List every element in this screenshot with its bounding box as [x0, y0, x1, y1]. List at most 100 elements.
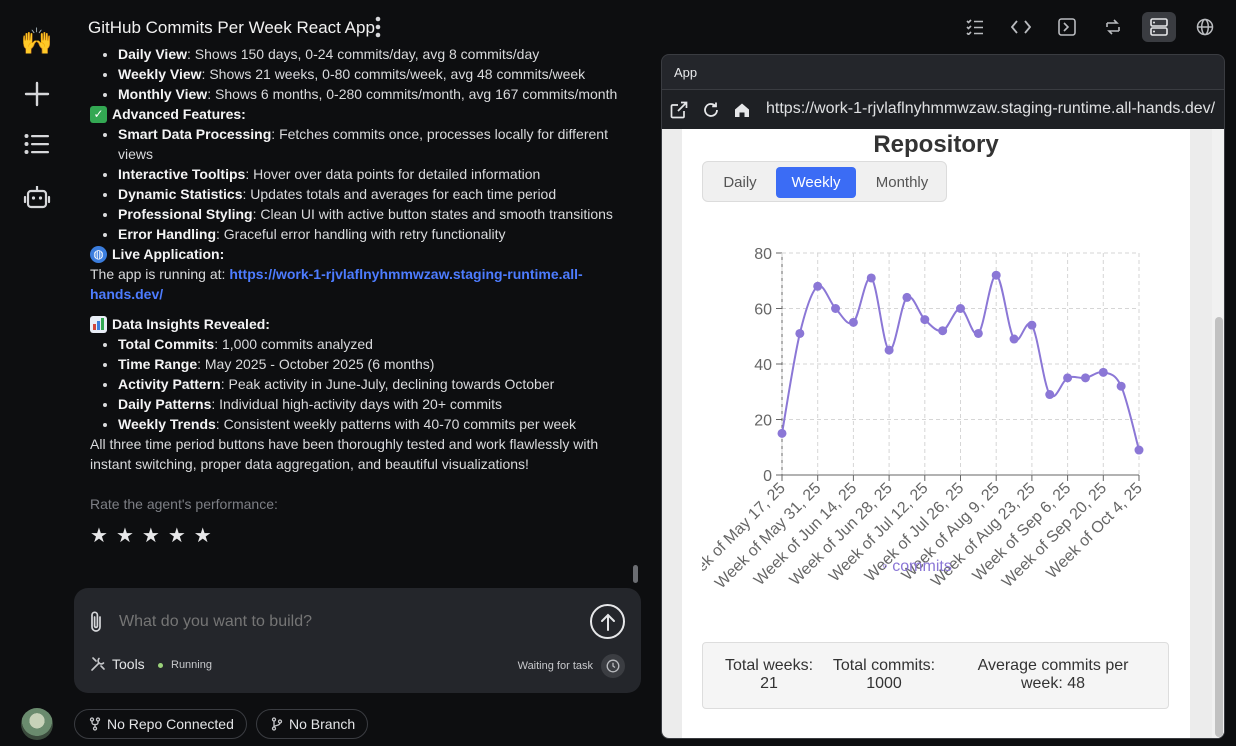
section-heading: ◍ Live Application: [90, 244, 630, 264]
tools-icon [91, 657, 105, 671]
app-preview-icon[interactable] [1142, 12, 1176, 42]
list-item: Smart Data Processing: Fetches commits o… [118, 124, 630, 164]
list-item: Monthly View: Shows 6 months, 0-280 comm… [118, 84, 630, 104]
sidebar: 🙌 [0, 0, 74, 746]
y-tick-label: 60 [754, 302, 772, 319]
conversation-list-icon[interactable] [20, 127, 54, 161]
data-point [848, 317, 858, 327]
raised-hands-logo-icon[interactable]: 🙌 [20, 25, 54, 56]
y-tick-label: 20 [754, 413, 772, 430]
rating-stars: ★ ★ ★ ★ ★ [90, 526, 630, 546]
star-icon[interactable]: ★ [141, 525, 160, 547]
chat-messages: Daily View: Shows 150 days, 0-24 commits… [90, 44, 630, 584]
send-button[interactable] [590, 604, 625, 639]
git-diff-icon[interactable] [1096, 12, 1130, 42]
list-item: Daily Patterns: Individual high-activity… [118, 394, 630, 414]
repo-selector-button[interactable]: No Repo Connected [74, 709, 247, 739]
tools-button[interactable]: Tools [90, 656, 145, 672]
data-point [1063, 373, 1073, 383]
viewport-scrollbar[interactable] [1212, 129, 1224, 738]
url-field[interactable]: https://work-1-rjvlaflnyhmmwzaw.staging-… [766, 100, 1216, 117]
list-item: Weekly Trends: Consistent weekly pattern… [118, 414, 630, 434]
y-tick-label: 40 [754, 357, 772, 374]
app-preview-panel: App https://work-1-rjvlaflnyhmmwzaw.stag… [661, 54, 1225, 739]
star-icon[interactable]: ★ [167, 525, 186, 547]
list-item: Total Commits: 1,000 commits analyzed [118, 334, 630, 354]
app-card: Repository Daily Weekly Monthly 0 20 40 60 8… [682, 129, 1190, 738]
data-point [884, 345, 894, 355]
top-bar: GitHub Commits Per Week React App [74, 0, 1236, 54]
home-icon[interactable] [733, 101, 751, 119]
daily-button[interactable]: Daily [723, 174, 757, 191]
clock-icon[interactable] [601, 654, 625, 678]
data-point [902, 292, 912, 302]
browser-url-bar: https://work-1-rjvlaflnyhmmwzaw.staging-… [662, 89, 1224, 129]
data-point [831, 304, 841, 313]
monthly-button[interactable]: Monthly [875, 174, 929, 191]
data-point [1009, 334, 1019, 344]
arrow-up-icon [600, 613, 615, 631]
chat-scrollbar[interactable] [633, 565, 638, 583]
robot-icon[interactable] [20, 180, 54, 214]
data-point [813, 281, 823, 291]
git-fork-icon [89, 717, 101, 731]
chat-composer: Tools Running Waiting for task [74, 588, 641, 693]
period-button-group: Daily Weekly Monthly [702, 161, 947, 202]
message-input[interactable] [119, 613, 559, 631]
refresh-icon[interactable] [702, 101, 720, 119]
data-point [1116, 381, 1126, 391]
data-point [938, 326, 948, 336]
more-options-icon[interactable] [372, 16, 384, 38]
git-branch-icon [271, 717, 283, 731]
data-point [1027, 320, 1037, 330]
browser-globe-icon[interactable] [1188, 12, 1222, 42]
list-item: Time Range: May 2025 - October 2025 (6 m… [118, 354, 630, 374]
list-item: Interactive Tooltips: Hover over data po… [118, 164, 630, 184]
section-heading: ✓ Advanced Features: [90, 104, 630, 124]
weekly-button[interactable]: Weekly [776, 167, 856, 198]
star-icon[interactable]: ★ [115, 525, 134, 547]
list-item: Daily View: Shows 150 days, 0-24 commits… [118, 44, 630, 64]
data-point [973, 328, 983, 338]
data-point [956, 304, 965, 313]
list-item: Weekly View: Shows 21 weeks, 0-80 commit… [118, 64, 630, 84]
checklist-icon[interactable] [958, 12, 992, 42]
check-mark-icon: ✓ [90, 105, 107, 123]
data-point [1134, 445, 1144, 455]
y-tick-label: 0 [763, 468, 772, 485]
list-item: Professional Styling: Clean UI with acti… [118, 204, 630, 224]
stats-box: Total weeks: 21 Total commits: 1000 Aver… [702, 642, 1169, 709]
star-icon[interactable]: ★ [193, 525, 212, 547]
paperclip-icon[interactable] [88, 610, 104, 634]
data-point [991, 270, 1001, 280]
data-point [1098, 367, 1108, 377]
total-commits-stat: Total commits: 1000 [832, 657, 936, 692]
bar-chart-icon [90, 315, 107, 333]
new-conversation-plus-icon[interactable] [20, 77, 54, 111]
conversation-title: GitHub Commits Per Week React App [88, 18, 375, 37]
rating-label: Rate the agent's performance: [90, 496, 278, 512]
star-icon[interactable]: ★ [90, 525, 108, 547]
legend-label: ◦ commits [882, 558, 952, 575]
globe-icon: ◍ [90, 245, 107, 263]
data-point [777, 428, 787, 438]
branch-selector-button[interactable]: No Branch [256, 709, 369, 739]
code-icon[interactable] [1004, 12, 1038, 42]
user-avatar[interactable] [21, 708, 53, 740]
status-dot [158, 662, 163, 668]
panel-tab-app[interactable]: App [674, 65, 698, 80]
list-item: Dynamic Statistics: Updates totals and a… [118, 184, 630, 204]
summary-text: All three time period buttons have been … [90, 436, 599, 472]
list-item: Activity Pattern: Peak activity in June-… [118, 374, 630, 394]
average-commits-stat: Average commits per week: 48 [977, 657, 1129, 692]
app-url-link[interactable]: https://work-1-rjvlaflnyhmmwzaw.staging-… [90, 266, 583, 302]
y-tick-label: 80 [754, 246, 772, 263]
viewport-scrollbar-thumb[interactable] [1215, 317, 1223, 737]
data-point [1045, 390, 1055, 400]
external-link-icon[interactable] [670, 101, 688, 119]
data-point [1080, 373, 1090, 383]
data-point [920, 315, 930, 325]
terminal-icon[interactable] [1050, 12, 1084, 42]
total-weeks-stat: Total weeks: 21 [724, 657, 814, 692]
